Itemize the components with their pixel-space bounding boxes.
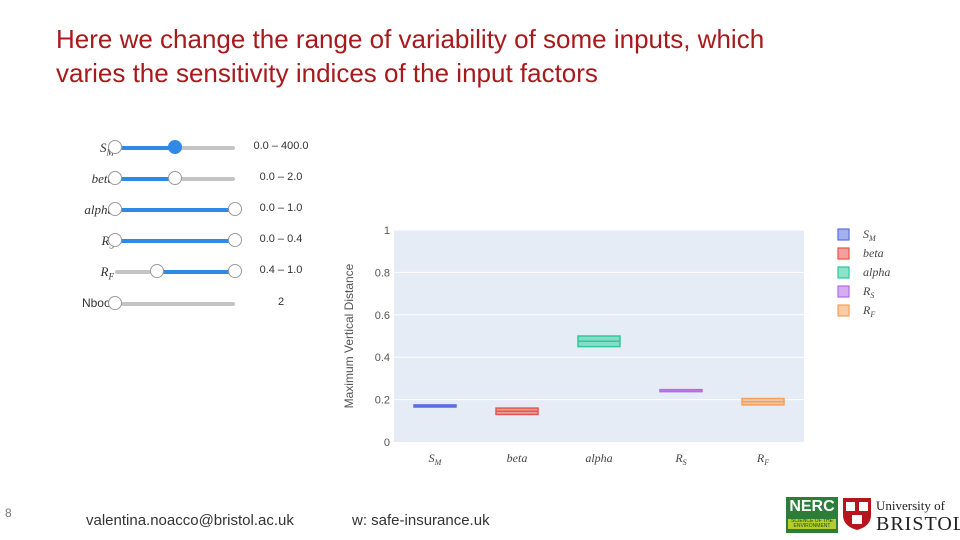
slider-sm-low-handle[interactable] (108, 140, 122, 154)
slider-range-nboot: 2 (277, 296, 285, 308)
slide-number: 8 (5, 506, 12, 520)
legend-swatch (837, 247, 850, 260)
legend-entry: beta (863, 246, 884, 260)
title-line-1: Here we change the range of variability … (56, 24, 765, 54)
slider-label-nboot: Nboot (81, 296, 114, 310)
y-tick-label: 0.4 (375, 352, 390, 364)
slider-sm-high-handle[interactable] (168, 140, 182, 154)
legend-entry: SM (863, 227, 877, 243)
slider-row-rs: RS 0.0 – 0.4 (60, 231, 360, 251)
x-tick-label: RF (756, 451, 769, 467)
slider-row-alpha: alpha 0.0 – 1.0 (60, 200, 360, 220)
slider-rs-high-handle[interactable] (228, 233, 242, 247)
slider-range-rf: 0.4 – 1.0 (259, 264, 303, 276)
nerc-logo: NERC SCIENCE OF THE ENVIRONMENT (786, 497, 838, 533)
slider-row-nboot: Nboot 2 (60, 294, 360, 314)
slider-range-sm: 0.0 – 400.0 (253, 140, 309, 152)
legend-entry: RF (862, 303, 875, 319)
footer-website: w: safe-insurance.uk (352, 512, 490, 529)
slider-row-sm: SM 0.0 – 400.0 (60, 138, 360, 158)
legend-swatch (837, 304, 850, 317)
slider-range-rs: 0.0 – 0.4 (259, 233, 303, 245)
slide-title: Here we change the range of variability … (56, 22, 936, 90)
slider-label-alpha: alpha (84, 202, 114, 217)
y-axis-label: Maximum Vertical Distance (342, 263, 356, 408)
university-of-bristol-logo: University of BRISTOL (876, 498, 960, 536)
y-tick-label: 0.2 (375, 395, 390, 407)
slider-rf[interactable] (115, 264, 242, 278)
legend-swatch (837, 266, 850, 279)
slider-panel: SM 0.0 – 400.0 beta 0.0 – 2.0 alpha 0.0 … (60, 134, 360, 314)
legend-entry: RS (862, 284, 874, 300)
slider-alpha[interactable] (108, 202, 242, 216)
legend-swatch (837, 228, 850, 241)
slider-range-beta: 0.0 – 2.0 (259, 171, 303, 183)
legend-entry: alpha (863, 265, 890, 279)
x-tick-label: alpha (585, 451, 612, 465)
slider-rs-low-handle[interactable] (108, 233, 122, 247)
slider-nboot-handle[interactable] (108, 296, 122, 310)
footer-email: valentina.noacco@bristol.ac.uk (86, 512, 294, 529)
slider-rf-high-handle[interactable] (228, 264, 242, 278)
x-tick-label: RS (674, 451, 686, 467)
slider-label-rf: RF (100, 264, 114, 282)
slider-alpha-high-handle[interactable] (228, 202, 242, 216)
legend-swatch (837, 285, 850, 298)
x-tick-label: SM (429, 451, 443, 467)
y-tick-label: 0.8 (375, 267, 390, 279)
slider-beta-low-handle[interactable] (108, 171, 122, 185)
slider-row-beta: beta 0.0 – 2.0 (60, 169, 360, 189)
slider-rs[interactable] (108, 233, 242, 247)
bristol-crest-icon (843, 498, 871, 530)
x-tick-label: beta (507, 451, 528, 465)
slider-range-alpha: 0.0 – 1.0 (259, 202, 303, 214)
title-line-2: varies the sensitivity indices of the in… (56, 58, 598, 88)
slider-rf-low-handle[interactable] (150, 264, 164, 278)
y-tick-label: 1 (384, 225, 390, 237)
slider-beta-high-handle[interactable] (168, 171, 182, 185)
slider-row-rf: RF 0.4 – 1.0 (60, 262, 360, 282)
slider-sm[interactable] (108, 140, 235, 154)
y-tick-label: 0.6 (375, 310, 390, 322)
slider-beta[interactable] (108, 171, 235, 185)
y-tick-label: 0 (384, 437, 390, 449)
slider-nboot[interactable] (108, 296, 235, 310)
box-plot-chart: 0 0.2 0.4 0.6 0.8 1 Maximum Vertical Distance S… (342, 225, 890, 467)
slider-alpha-low-handle[interactable] (108, 202, 122, 216)
